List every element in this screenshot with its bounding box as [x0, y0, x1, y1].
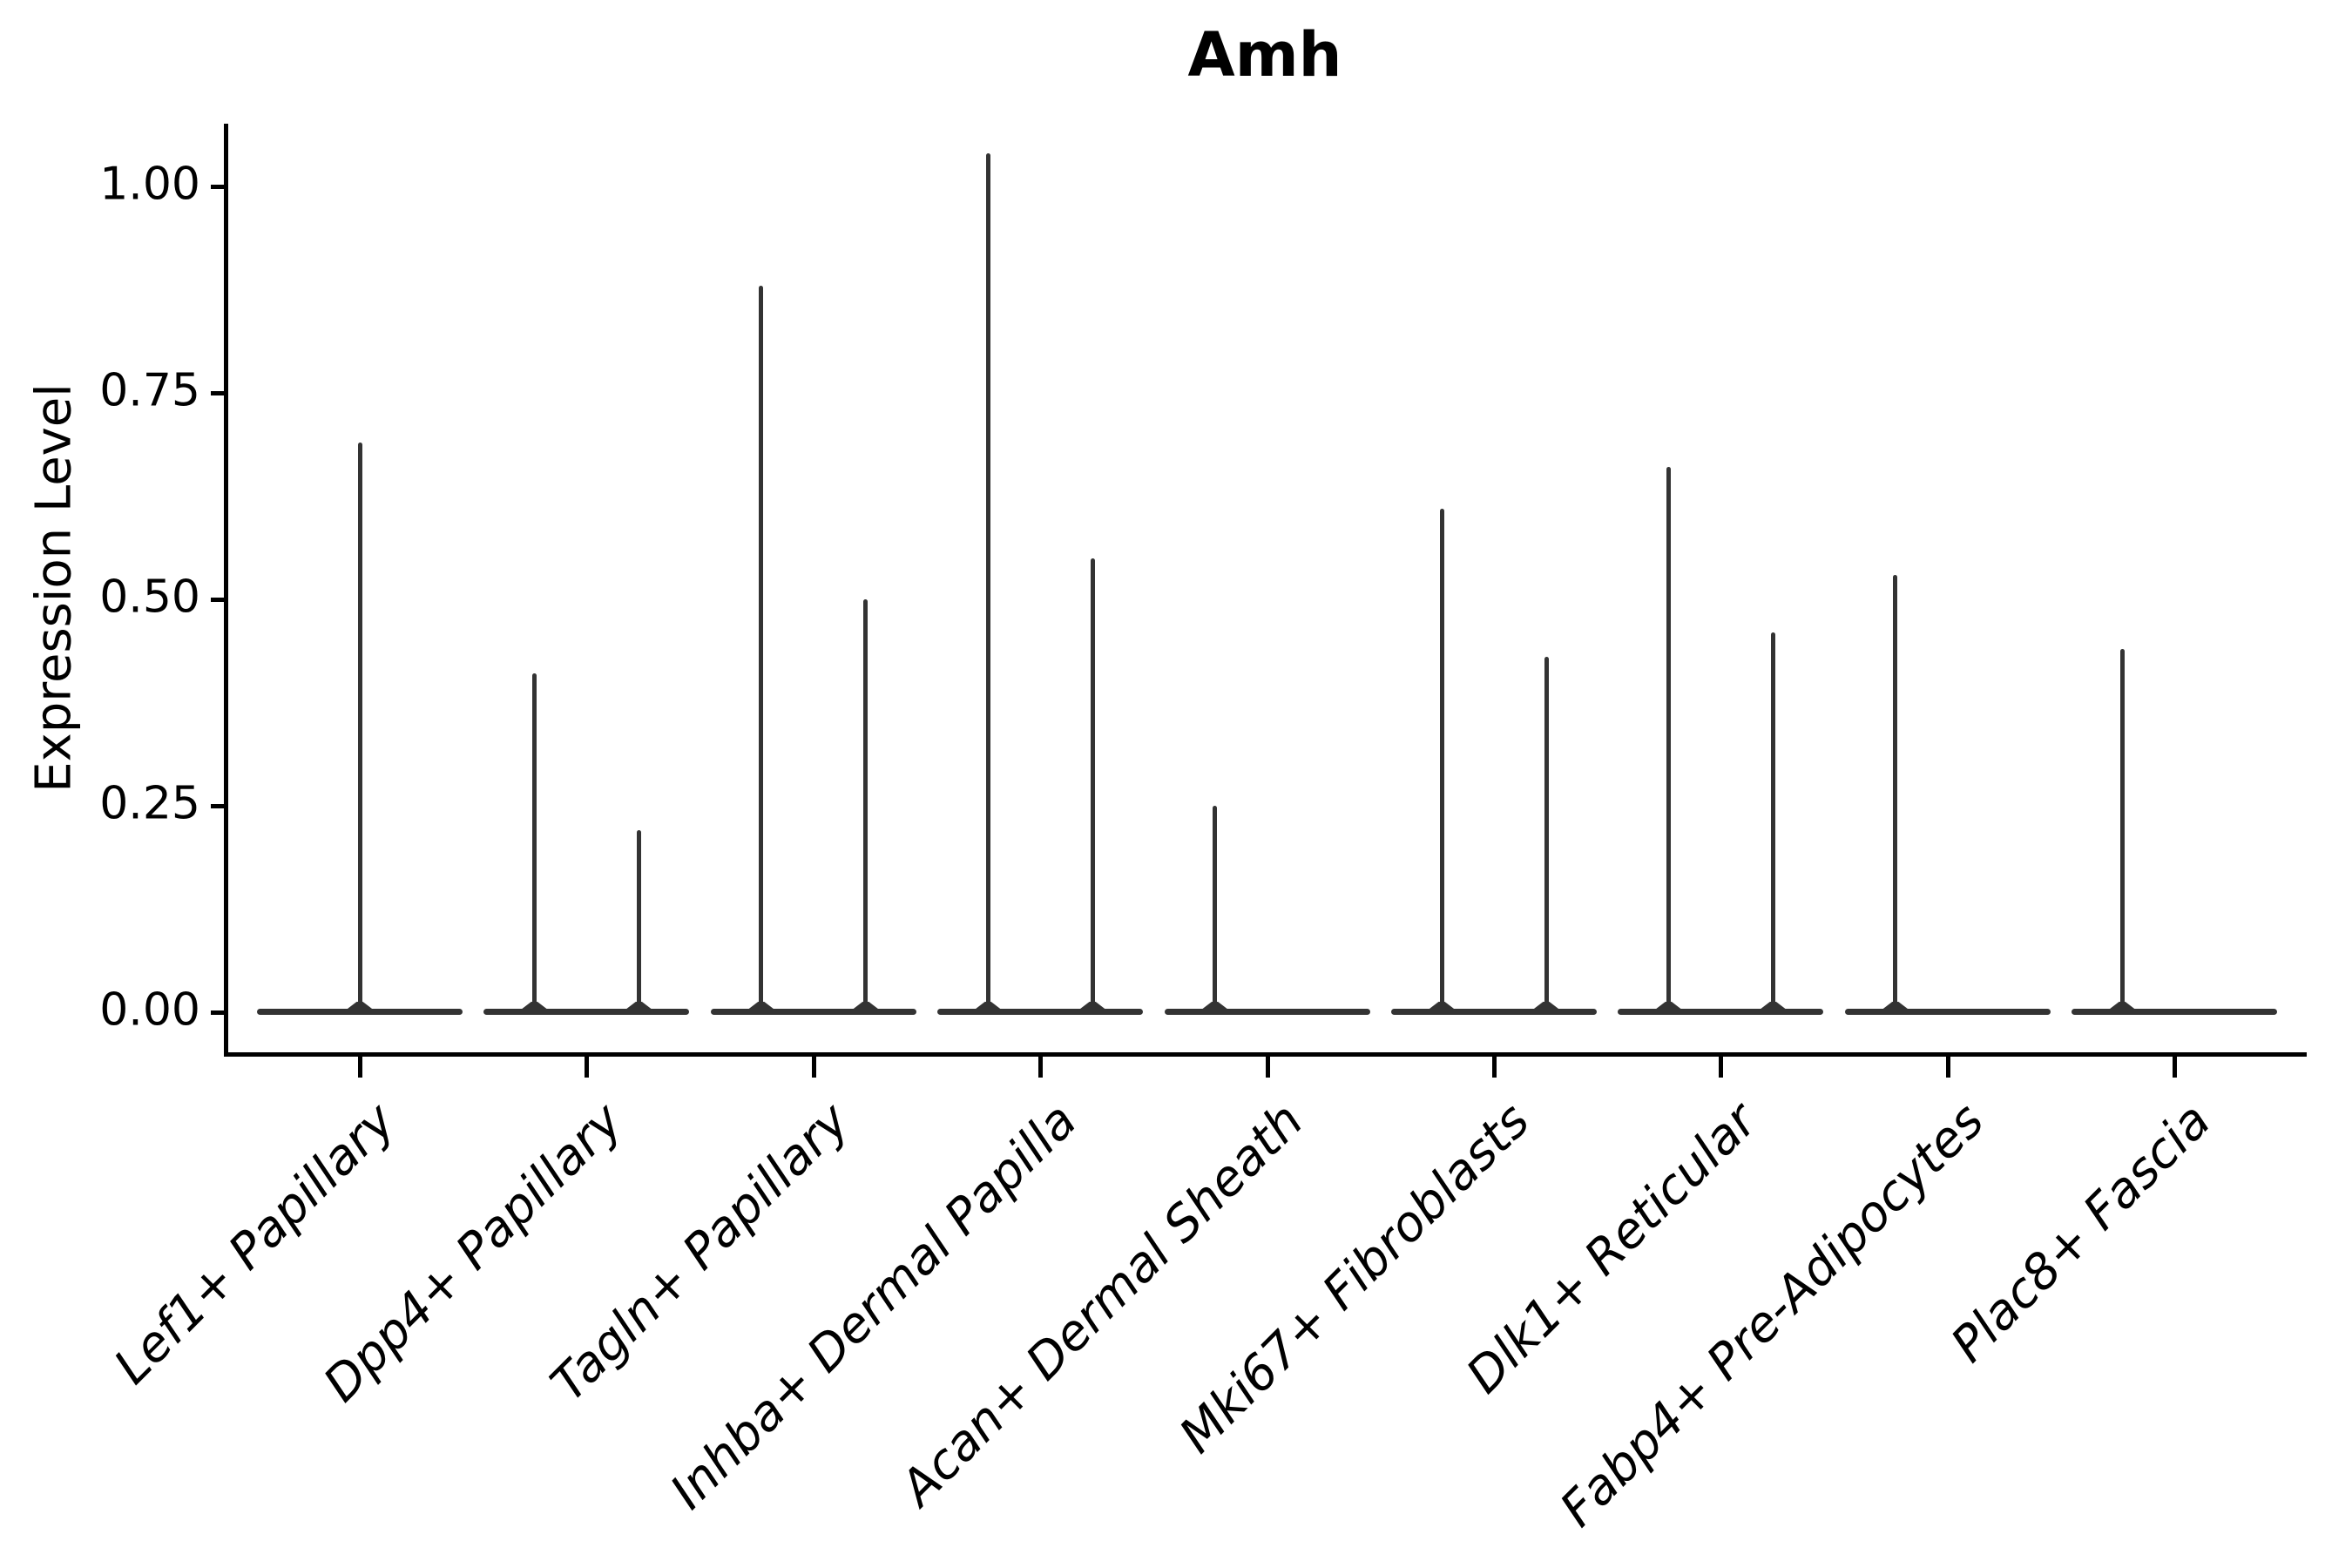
violin-spike-flare	[2106, 1002, 2139, 1011]
x-tick-label: Acan+ Dermal Sheath	[889, 1092, 1315, 1517]
violin-spike	[759, 286, 764, 1012]
violin-spike	[1439, 509, 1444, 1012]
violin-spike	[1770, 632, 1775, 1012]
y-axis-line	[224, 124, 228, 1057]
violin-base	[483, 1009, 690, 1015]
violin-spike-flare	[518, 1002, 551, 1011]
x-tick-label: Inhba+ Dermal Papilla	[659, 1092, 1088, 1521]
violin-spike	[357, 443, 362, 1012]
violin-spike-flare	[1879, 1002, 1911, 1011]
violin-base	[1844, 1009, 2051, 1015]
x-tick-mark	[358, 1055, 362, 1078]
y-tick-label: 0.50	[99, 571, 200, 624]
violin-spike-flare	[623, 1002, 655, 1011]
y-tick-mark	[211, 391, 226, 395]
violin-spike-flare	[1652, 1002, 1685, 1011]
x-tick-label: Fabp4+ Pre-Adipocytes	[1549, 1092, 1995, 1538]
violin-spike-flare	[1199, 1002, 1231, 1011]
violin-spike-flare	[344, 1002, 375, 1011]
chart-title: Amh	[1187, 19, 1342, 91]
x-tick-mark	[1945, 1055, 1950, 1078]
x-tick-mark	[1492, 1055, 1497, 1078]
violin-base	[710, 1009, 916, 1015]
violin-spike-flare	[1757, 1002, 1789, 1011]
x-tick-mark	[1038, 1055, 1044, 1078]
y-tick-label: 0.00	[99, 983, 200, 1037]
violin-spike	[1666, 467, 1671, 1012]
y-tick-mark	[211, 598, 226, 602]
y-tick-label: 1.00	[99, 158, 200, 211]
violin-spike	[1893, 575, 1898, 1012]
x-axis-line	[224, 1052, 2307, 1057]
violin-spike-flare	[849, 1002, 882, 1011]
violin-spike	[636, 830, 641, 1012]
y-axis-title: Expression Level	[25, 383, 83, 793]
violin-spike-flare	[1531, 1002, 1562, 1011]
x-tick-mark	[585, 1055, 590, 1078]
violin-spike	[2119, 649, 2125, 1012]
violin-spike-flare	[745, 1002, 777, 1011]
y-tick-label: 0.25	[99, 777, 200, 830]
violin-base	[1618, 1009, 1824, 1015]
y-tick-mark	[211, 804, 226, 808]
violin-spike-flare	[972, 1002, 1004, 1011]
violin-base	[937, 1009, 1144, 1015]
violin-spike	[1544, 657, 1549, 1012]
violin-spike	[863, 599, 868, 1012]
x-tick-mark	[1265, 1055, 1270, 1078]
violin-spike	[1090, 558, 1095, 1012]
violin-base	[2072, 1009, 2278, 1015]
violin-spike	[985, 153, 990, 1012]
x-tick-mark	[1719, 1055, 1724, 1078]
violin-spike	[1213, 806, 1218, 1012]
y-tick-label: 0.75	[99, 364, 200, 417]
y-tick-mark	[211, 1010, 226, 1015]
x-tick-mark	[811, 1055, 816, 1078]
violin-spike-flare	[1426, 1002, 1457, 1011]
y-tick-mark	[211, 185, 226, 189]
violin-base	[1391, 1009, 1597, 1015]
violin-base	[1164, 1009, 1370, 1015]
violin-spike	[531, 673, 537, 1012]
violin-spike-flare	[1077, 1002, 1109, 1011]
x-tick-mark	[2173, 1055, 2178, 1078]
